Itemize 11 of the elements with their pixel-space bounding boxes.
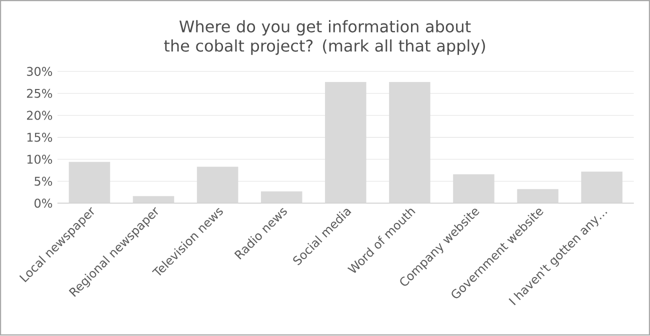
y-tick-label: 10% <box>27 154 52 164</box>
bar <box>132 196 174 204</box>
y-tick-label: 15% <box>27 133 52 142</box>
y-tick-label: 20% <box>27 111 52 120</box>
bar <box>517 189 558 204</box>
y-tick-label: 25% <box>27 89 52 98</box>
y-tick-label: 5% <box>34 176 52 186</box>
bar <box>260 192 302 204</box>
y-tick-label: 0% <box>34 198 52 208</box>
chart-title: Where do you get information about the cobalt project? (mark all that apply) <box>164 20 485 56</box>
y-tick-label: 30% <box>27 67 52 76</box>
